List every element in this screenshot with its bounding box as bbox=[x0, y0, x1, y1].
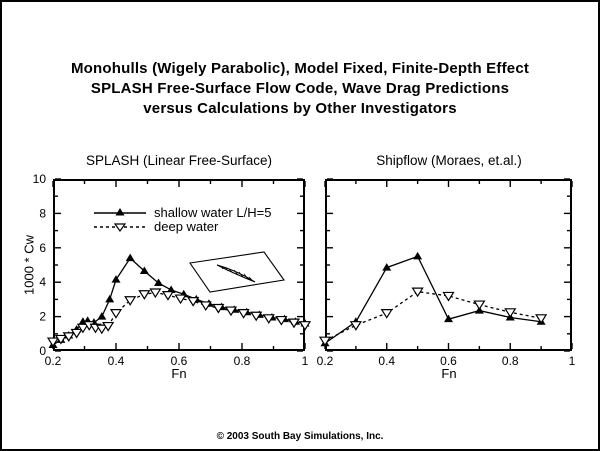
legend-label-shallow: shallow water L/H=5 bbox=[154, 204, 272, 220]
svg-text:1: 1 bbox=[302, 354, 309, 368]
splash-x-axis-label: Fn bbox=[171, 366, 187, 381]
figure-title-line-1: Monohulls (Wigely Parabolic), Model Fixe… bbox=[70, 60, 530, 77]
shipflow-subplot-title: Shipflow (Moraes, et.al.) bbox=[376, 153, 522, 168]
y-axis-label: 1000 * Cw bbox=[21, 235, 37, 295]
svg-text:6: 6 bbox=[39, 241, 46, 255]
svg-text:1: 1 bbox=[569, 354, 576, 368]
figure-title: Monohulls (Wigely Parabolic), Model Fixe… bbox=[2, 59, 598, 119]
svg-text:0.6: 0.6 bbox=[440, 354, 457, 368]
shipflow-chart-canvas: 0.2 0.4 0.6 0.8 1 bbox=[317, 178, 576, 368]
legend-row-shallow: shallow water L/H=5 bbox=[94, 204, 272, 220]
copyright-notice: © 2003 South Bay Simulations, Inc. bbox=[216, 431, 384, 442]
legend-label-deep: deep water bbox=[154, 218, 219, 234]
legend: shallow water L/H=5 deep water bbox=[94, 204, 272, 234]
svg-text:8: 8 bbox=[39, 206, 46, 220]
figure-title-line-2: SPLASH Free-Surface Flow Code, Wave Drag… bbox=[90, 80, 510, 97]
svg-text:0.4: 0.4 bbox=[378, 354, 395, 368]
wigley-hull-inset-sketch bbox=[189, 251, 285, 293]
legend-row-deep: deep water bbox=[94, 218, 271, 234]
svg-text:10: 10 bbox=[33, 172, 47, 186]
splash-subplot-title: SPLASH (Linear Free-Surface) bbox=[85, 153, 273, 168]
svg-text:0.4: 0.4 bbox=[108, 354, 125, 368]
svg-text:0.6: 0.6 bbox=[171, 354, 188, 368]
svg-text:0.8: 0.8 bbox=[502, 354, 519, 368]
svg-text:4: 4 bbox=[39, 275, 46, 289]
svg-text:0: 0 bbox=[39, 344, 46, 358]
svg-text:2: 2 bbox=[39, 310, 46, 324]
figure-title-line-3: versus Calculations by Other Investigato… bbox=[143, 100, 457, 117]
svg-text:0.2: 0.2 bbox=[317, 354, 334, 368]
solid-line-filled-triangle-icon bbox=[94, 207, 146, 215]
dashed-line-open-triangle-icon bbox=[94, 222, 146, 232]
svg-text:0.8: 0.8 bbox=[234, 354, 251, 368]
svg-text:0.2: 0.2 bbox=[45, 354, 62, 368]
shipflow-x-axis-label: Fn bbox=[441, 366, 457, 381]
